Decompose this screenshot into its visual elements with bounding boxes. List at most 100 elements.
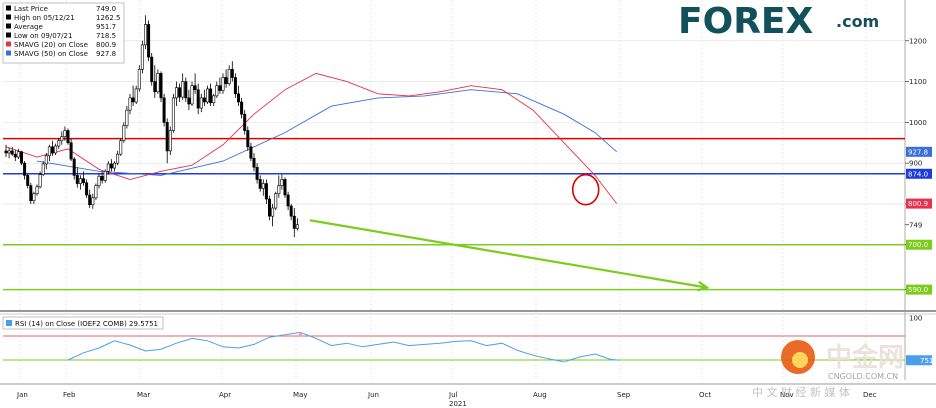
legend-swatch bbox=[6, 14, 11, 20]
rsi-panel: 100 751 RSI (14) on Close (IOEF2 COMB) 29.… bbox=[2, 315, 933, 366]
legend-swatch bbox=[6, 23, 11, 29]
candle-body bbox=[41, 163, 45, 175]
legend-value: 927.8 bbox=[96, 50, 116, 58]
legend-swatch bbox=[6, 32, 11, 38]
candle-body bbox=[209, 88, 213, 104]
candle-body bbox=[63, 130, 67, 137]
candle-body bbox=[85, 182, 89, 196]
candle-body bbox=[255, 166, 259, 180]
candle-body bbox=[50, 146, 54, 154]
price-tick-label: 1000 bbox=[909, 119, 927, 127]
candle-body bbox=[199, 97, 203, 109]
candle-body bbox=[109, 163, 113, 169]
candle-body bbox=[88, 194, 92, 206]
candlesticks bbox=[4, 15, 299, 238]
forex-logo-suffix: .com bbox=[836, 12, 879, 31]
forex-logo-text: FOREX bbox=[678, 1, 814, 42]
candle-body bbox=[280, 179, 284, 186]
candle-body bbox=[202, 97, 206, 103]
candle-body bbox=[159, 73, 163, 99]
candle-body bbox=[44, 155, 48, 165]
level-tag-label: 590.0 bbox=[908, 286, 928, 294]
candle-body bbox=[230, 69, 234, 78]
legend-label: SMAVG (20) on Close bbox=[14, 41, 88, 49]
candle-body bbox=[271, 207, 275, 217]
candle-body bbox=[237, 93, 241, 103]
grid-layer bbox=[3, 0, 905, 380]
candle-body bbox=[193, 85, 197, 91]
month-label: Apr bbox=[219, 391, 231, 399]
candle-body bbox=[274, 193, 278, 209]
cngold-subtitle-text: 中 文 财 经 新 媒 体 bbox=[752, 385, 850, 399]
month-label: Mar bbox=[137, 391, 150, 399]
ma-tag-box bbox=[906, 198, 932, 209]
year-label: 2021 bbox=[449, 400, 467, 408]
candle-body bbox=[165, 122, 169, 152]
candle-body bbox=[153, 81, 157, 93]
candle-body bbox=[103, 171, 107, 181]
candle-body bbox=[184, 81, 188, 99]
candle-body bbox=[91, 197, 95, 206]
rsi-line bbox=[67, 331, 620, 363]
candle-body bbox=[292, 215, 296, 229]
candle-body bbox=[29, 185, 33, 201]
rsi-tag-box bbox=[906, 355, 932, 366]
candle-body bbox=[295, 224, 299, 229]
legend-label: Average bbox=[14, 23, 43, 31]
candle-body bbox=[252, 157, 256, 168]
candle-body bbox=[94, 185, 98, 199]
candle-body bbox=[156, 73, 160, 93]
level-tag-label: 874.0 bbox=[908, 170, 928, 178]
candle-body bbox=[54, 145, 58, 154]
candle-body bbox=[150, 56, 154, 82]
legend-value: 800.9 bbox=[96, 41, 116, 49]
candle-body bbox=[240, 101, 244, 115]
cngold-main-text: 中金网 bbox=[826, 342, 904, 373]
candle-body bbox=[162, 97, 166, 123]
candle-body bbox=[57, 140, 61, 147]
legend-value: 718.5 bbox=[96, 32, 116, 40]
month-label: Dec bbox=[863, 391, 877, 399]
candle-body bbox=[140, 44, 144, 70]
candle-body bbox=[7, 150, 11, 154]
legend-label: Low on 09/07/21 bbox=[14, 32, 72, 40]
legend-label: Last Price bbox=[14, 5, 48, 13]
month-label: May bbox=[293, 391, 307, 399]
candle-body bbox=[171, 97, 175, 131]
candle-body bbox=[215, 85, 219, 97]
candle-body bbox=[249, 146, 253, 159]
candle-body bbox=[113, 162, 117, 169]
candle-body bbox=[218, 85, 222, 91]
candle-body bbox=[261, 183, 265, 189]
candle-body bbox=[69, 142, 73, 160]
month-label: Oct bbox=[699, 391, 711, 399]
time-axis: Jan Feb Mar Apr May Jun Jul Aug Sep Oct Nov Dec 2021 bbox=[0, 383, 936, 408]
candle-body bbox=[178, 87, 182, 98]
candle-body bbox=[4, 150, 8, 154]
rsi-legend-label: RSI (14) on Close (IOEF2 COMB) 29.5751 bbox=[15, 320, 158, 328]
candle-body bbox=[267, 198, 271, 217]
highlight-circle bbox=[571, 173, 600, 206]
price-axis: 120011001000900800749700590874.0700.0590… bbox=[905, 37, 932, 295]
projection-arrow bbox=[309, 219, 708, 289]
candle-body bbox=[72, 158, 76, 176]
forex-logo: FOREX .com bbox=[678, 1, 879, 42]
legend-swatch bbox=[6, 5, 11, 11]
projection-arrowhead bbox=[697, 280, 710, 292]
month-label: Jul bbox=[448, 391, 458, 399]
level-tag-box bbox=[906, 168, 932, 179]
month-label: Jan bbox=[16, 391, 28, 399]
month-label: Aug bbox=[533, 391, 547, 399]
candle-body bbox=[243, 113, 247, 131]
cngold-watermark: 中金网 CNGOLD.COM.CN 中 文 财 经 新 媒 体 bbox=[752, 340, 904, 399]
price-tick-label: 1200 bbox=[909, 37, 927, 45]
candle-body bbox=[119, 140, 123, 155]
candle-body bbox=[125, 109, 129, 126]
ma-tag-box bbox=[906, 146, 932, 157]
candle-body bbox=[134, 88, 138, 103]
candle-body bbox=[66, 130, 70, 144]
legend-box bbox=[2, 2, 125, 64]
candle-body bbox=[221, 77, 225, 91]
candle-body bbox=[78, 178, 82, 184]
candle-body bbox=[258, 179, 262, 189]
